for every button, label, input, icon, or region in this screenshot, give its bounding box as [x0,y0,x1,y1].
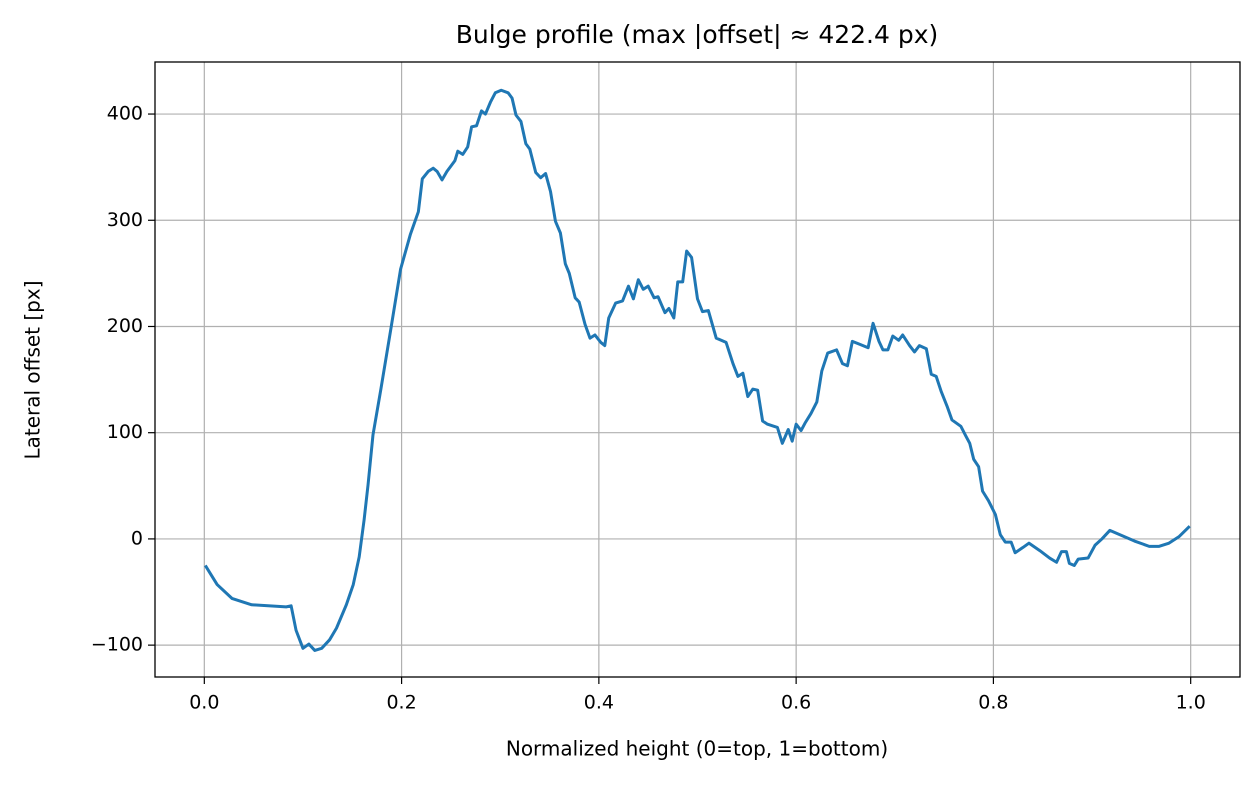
x-axis-label: Normalized height (0=top, 1=bottom) [506,737,888,761]
y-tick-label: 0 [131,527,143,549]
data-line [204,88,1191,652]
chart-title: Bulge profile (max |offset| ≈ 422.4 px) [456,20,939,49]
x-tick-label: 0.2 [386,692,416,714]
y-tick-label: 300 [107,209,143,231]
plot-frame [154,61,1241,678]
y-axis-label: Lateral offset [px] [21,280,45,459]
x-tick-label: 1.0 [1176,692,1206,714]
y-tick-label: −100 [91,634,143,656]
y-tick-label: 200 [107,315,143,337]
x-tick-label: 0.4 [584,692,614,714]
x-tick-label: 0.6 [781,692,811,714]
y-tick-label: 400 [107,103,143,125]
x-tick-label: 0.8 [978,692,1008,714]
y-tick-label: 100 [107,421,143,443]
x-tick-label: 0.0 [189,692,219,714]
